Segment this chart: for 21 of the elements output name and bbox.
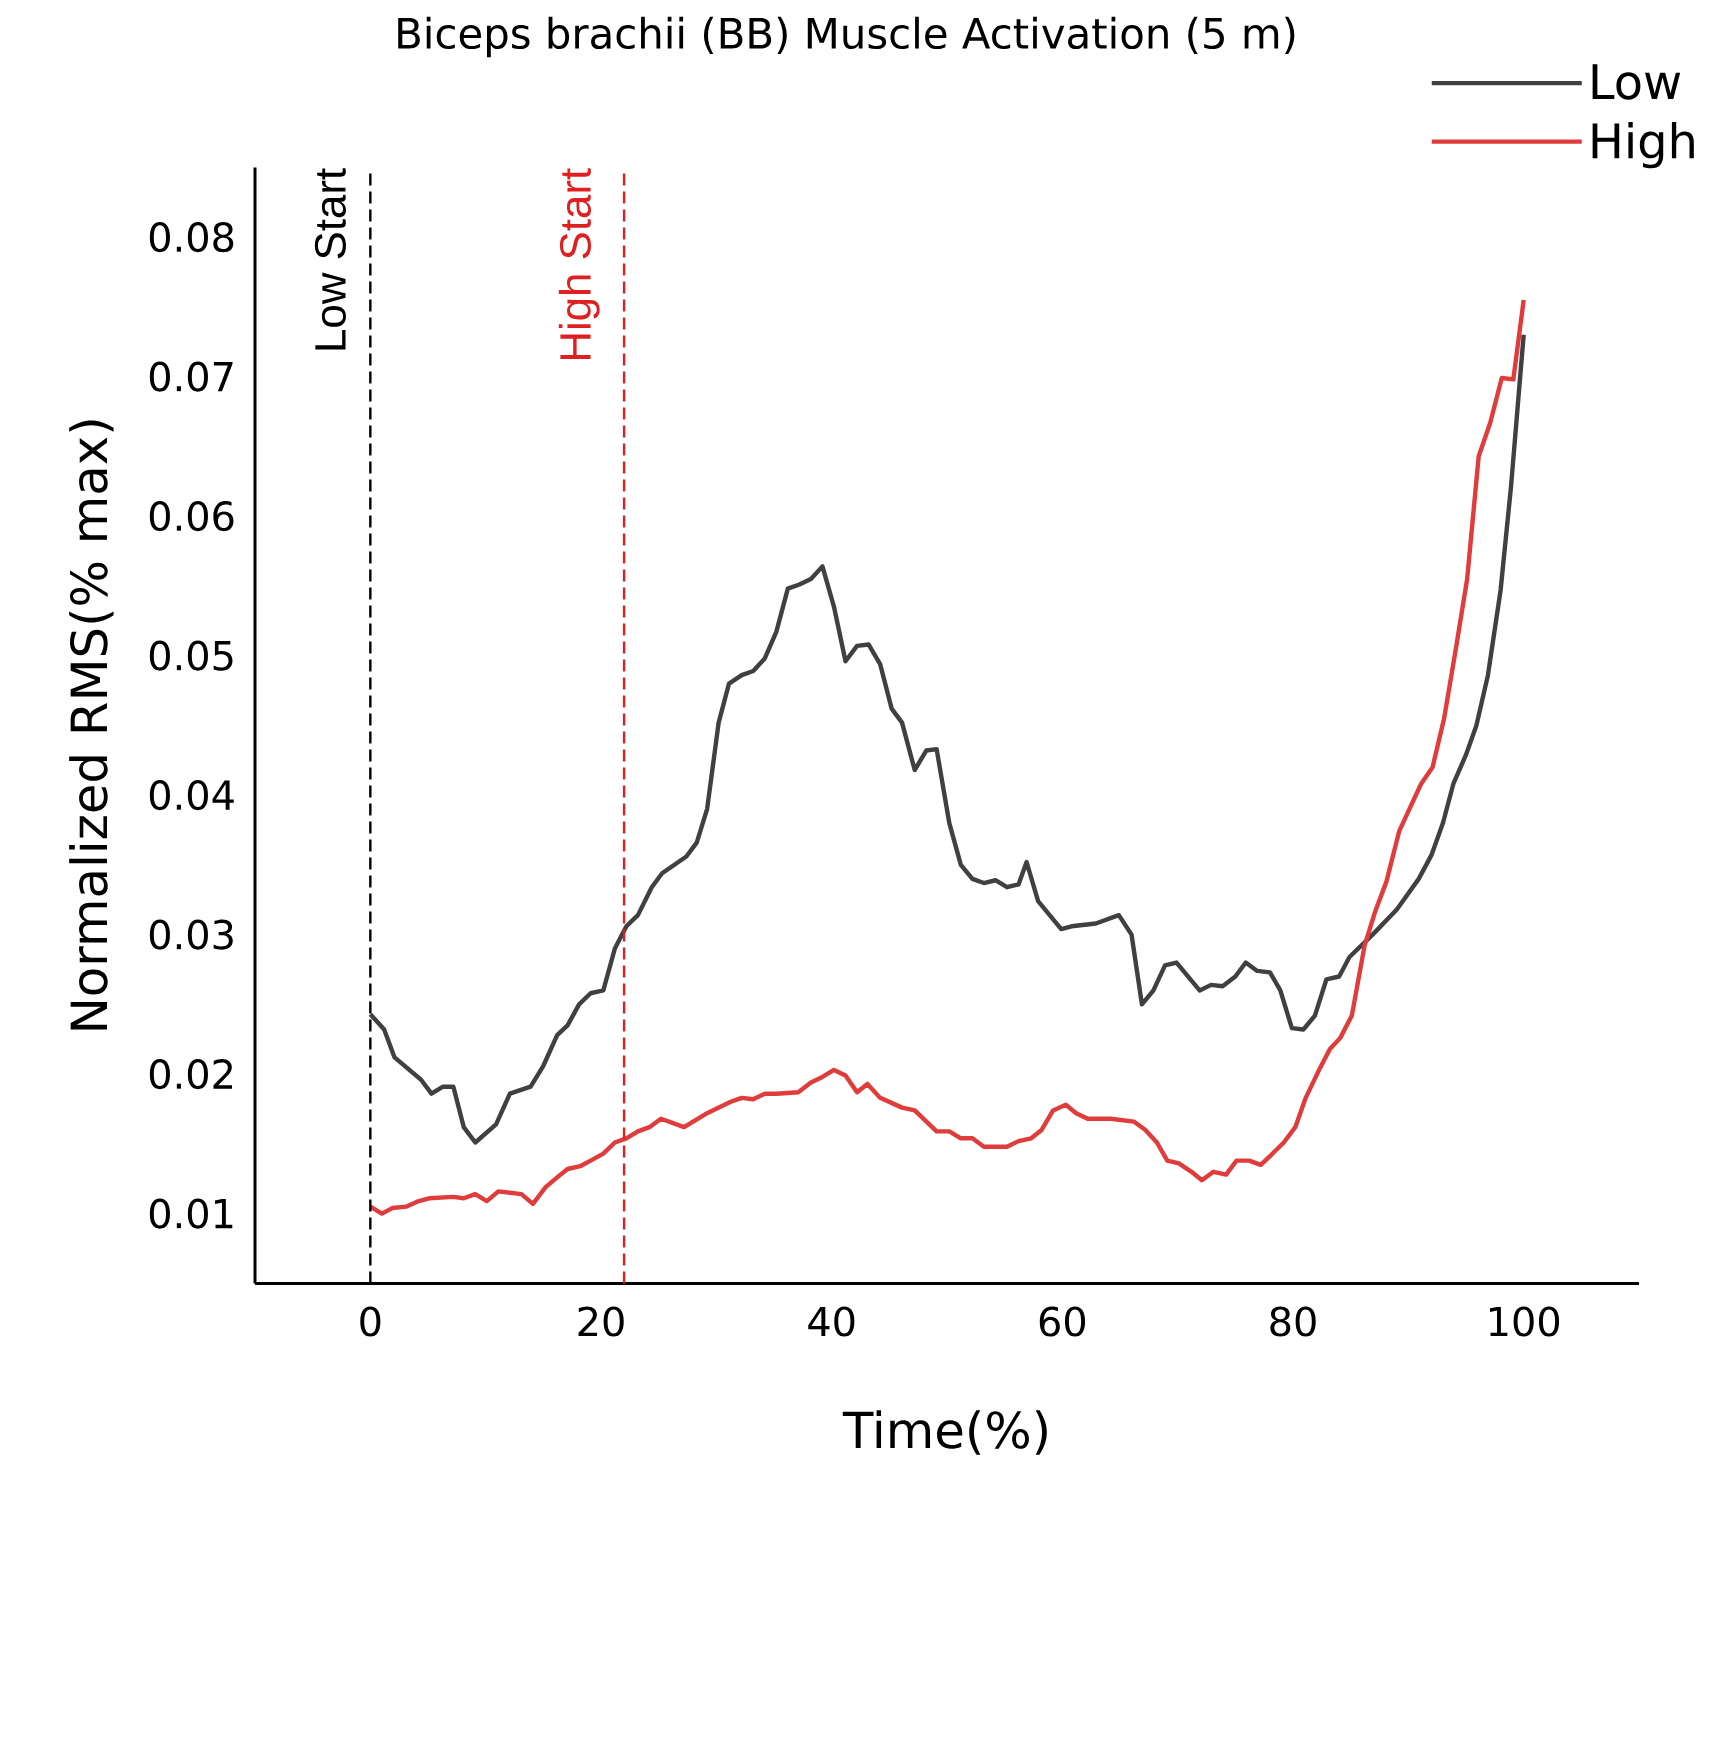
ref-line-label: High Start <box>558 168 600 360</box>
y-tick-label: 0.07 <box>149 361 233 392</box>
y-tick-label: 0.01 <box>149 1198 233 1229</box>
y-tick-label: 0.04 <box>149 780 234 811</box>
x-tick-label: 20 <box>578 1306 624 1337</box>
x-axis-title: Time(%) <box>842 1410 1047 1455</box>
x-tick-label: 40 <box>808 1306 855 1337</box>
y-axis-title: Normalized RMS(% max) <box>69 420 114 1030</box>
chart-title: Biceps brachii (BB) Muscle Activation (5 m) <box>398 16 1295 58</box>
y-tick-label: 0.02 <box>149 1059 232 1090</box>
legend-label: High <box>1592 122 1694 169</box>
legend-label: Low <box>1592 64 1681 100</box>
x-tick-label: 80 <box>1270 1306 1316 1337</box>
x-tick-label: 100 <box>1490 1306 1560 1337</box>
x-tick-label: 60 <box>1039 1306 1086 1337</box>
x-tick-label: 0 <box>360 1306 381 1337</box>
y-tick-label: 0.08 <box>149 222 234 253</box>
ref-line-label: Low Start <box>314 168 346 350</box>
y-tick-label: 0.03 <box>149 919 233 950</box>
y-tick-label: 0.06 <box>149 501 234 532</box>
y-tick-label: 0.05 <box>149 640 233 671</box>
